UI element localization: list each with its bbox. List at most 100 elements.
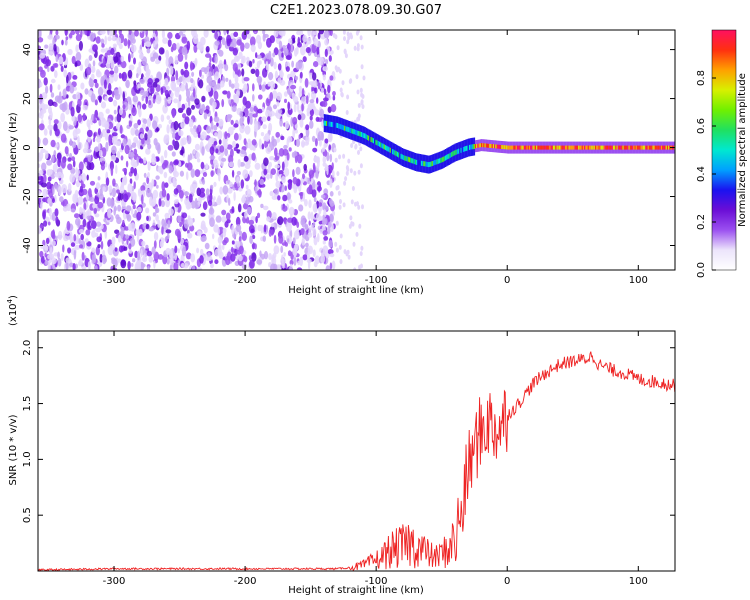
heatmap-cell (97, 86, 104, 96)
heatmap-cell (249, 259, 255, 269)
heatmap-cell (465, 146, 467, 151)
heatmap-cell (357, 130, 359, 136)
heatmap-cell (360, 132, 363, 137)
heatmap-cell (270, 57, 274, 67)
heatmap-cell (228, 181, 233, 188)
heatmap-cell (71, 156, 76, 162)
heatmap-cell (485, 143, 488, 148)
heatmap-cell (49, 128, 52, 136)
heatmap-cell (96, 236, 102, 243)
heatmap-cell (43, 77, 48, 86)
heatmap-cell (362, 132, 364, 138)
heatmap-cell (249, 36, 256, 47)
heatmap-cell (218, 244, 222, 250)
heatmap-cell (562, 145, 564, 150)
heatmap-cell (226, 219, 231, 224)
heatmap-cell (74, 244, 81, 250)
heatmap-cell (161, 188, 167, 198)
heatmap-cell (127, 53, 131, 63)
heatmap-cell (281, 161, 285, 171)
heatmap-cell (192, 88, 196, 98)
heatmap-cell (647, 145, 650, 150)
heatmap-cell (172, 132, 176, 139)
heatmap-cell (145, 96, 148, 105)
heatmap-cell (195, 151, 200, 159)
x-tick-label: -200 (234, 275, 257, 286)
heatmap-cell (339, 233, 343, 239)
heatmap-cell (208, 200, 213, 206)
heatmap-cell (338, 244, 342, 250)
heatmap-cell (263, 251, 269, 260)
heatmap-cell (173, 120, 179, 131)
heatmap-cell (166, 124, 170, 134)
heatmap-cell (234, 74, 239, 84)
heatmap-cell (340, 91, 344, 97)
heatmap-cell (382, 143, 384, 149)
heatmap-cell (322, 230, 328, 236)
heatmap-cell (134, 209, 138, 216)
heatmap-cell (38, 163, 41, 168)
heatmap-cell (38, 66, 43, 72)
heatmap-cell (344, 53, 348, 59)
heatmap-cell (228, 79, 232, 88)
heatmap-cell (279, 79, 286, 86)
heatmap-cell (652, 145, 654, 150)
heatmap-cell (100, 48, 106, 53)
heatmap-cell (239, 110, 243, 118)
heatmap-cell (357, 103, 361, 108)
heatmap-cell (346, 31, 350, 37)
heatmap-cell (87, 261, 91, 270)
heatmap-cell (141, 194, 144, 205)
heatmap-cell (272, 104, 278, 110)
heatmap-cell (116, 112, 122, 123)
heatmap-cell (66, 203, 72, 212)
heatmap-cell (173, 171, 179, 178)
heatmap-cell (287, 179, 293, 184)
heatmap-cell (305, 135, 310, 144)
heatmap-cell (48, 51, 54, 56)
heatmap-cell (343, 48, 347, 54)
heatmap-cell (668, 145, 670, 150)
heatmap-cell (258, 188, 262, 198)
heatmap-cell (158, 198, 162, 207)
colorbar-tick-label: 0.2 (696, 214, 707, 230)
heatmap-cell (412, 158, 414, 164)
heatmap-cell (336, 171, 340, 177)
heatmap-cell (660, 145, 663, 150)
heatmap-cell (430, 161, 432, 167)
heatmap-cell (322, 66, 329, 72)
heatmap-cell (483, 143, 485, 148)
heatmap-cell (45, 59, 51, 67)
heatmap-cell (248, 224, 255, 234)
heatmap-cell (151, 246, 156, 255)
heatmap-cell (177, 215, 182, 223)
heatmap-cell (107, 30, 110, 36)
heatmap-cell (346, 39, 350, 45)
heatmap-cell (63, 235, 69, 242)
heatmap-cell (662, 145, 664, 150)
heatmap-cell (240, 179, 245, 189)
heatmap-cell (78, 260, 82, 267)
heatmap-cell (407, 156, 410, 162)
heatmap-cell (137, 104, 141, 115)
heatmap-cell (79, 185, 83, 193)
heatmap-cell (284, 185, 287, 191)
heatmap-cell (477, 143, 479, 148)
heatmap-cell (330, 104, 337, 113)
heatmap-cell (336, 45, 340, 51)
heatmap-cell (178, 130, 184, 137)
heatmap-cell (193, 149, 196, 155)
heatmap-cell (200, 248, 204, 256)
heatmap-cell (402, 155, 405, 161)
heatmap-cell (201, 179, 206, 185)
heatmap-cell (343, 36, 346, 42)
heatmap-cell (651, 145, 653, 150)
heatmap-cell (181, 246, 187, 257)
heatmap-cell (347, 254, 351, 260)
heatmap-cell (180, 262, 185, 268)
heatmap-cell (53, 102, 58, 108)
heatmap-cell (329, 178, 333, 189)
heatmap-cell (48, 221, 51, 226)
heatmap-cell (213, 181, 217, 187)
heatmap-cell (57, 258, 62, 267)
